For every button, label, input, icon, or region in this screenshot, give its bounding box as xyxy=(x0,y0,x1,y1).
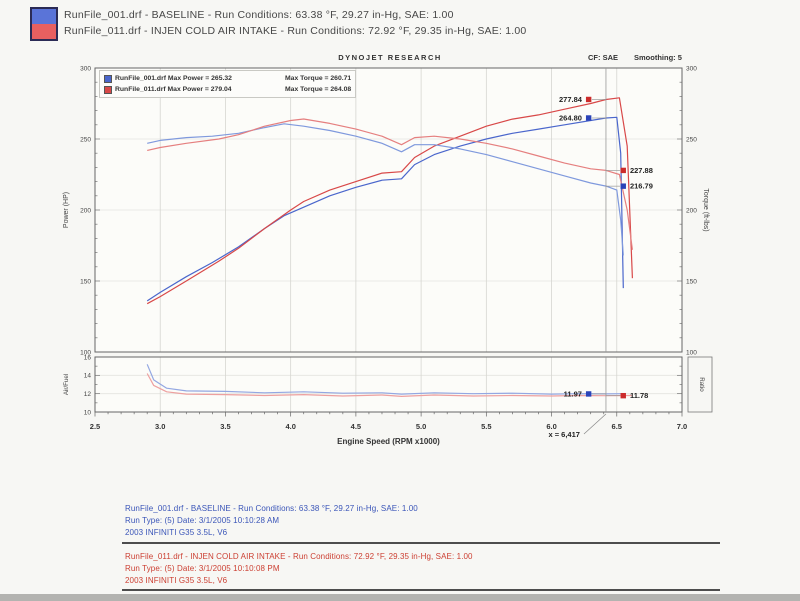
smoothing-label: Smoothing: 5 xyxy=(634,53,682,62)
svg-text:250: 250 xyxy=(80,136,91,143)
injen_power xyxy=(146,97,633,305)
ratio-axis-label: Ratio xyxy=(698,377,705,392)
svg-text:10: 10 xyxy=(84,409,92,416)
svg-text:200: 200 xyxy=(686,207,697,214)
power-torque-curves xyxy=(146,97,633,305)
baseline_afr xyxy=(146,364,624,395)
divider-rule-1 xyxy=(122,542,720,544)
svg-text:4.0: 4.0 xyxy=(285,422,295,431)
svg-text:227.88: 227.88 xyxy=(630,166,653,175)
baseline-color-swatch xyxy=(32,9,56,24)
svg-text:3.0: 3.0 xyxy=(155,422,165,431)
injen_torque xyxy=(147,118,633,250)
cursor-rpm-label: x = 6,417 xyxy=(548,430,580,439)
injen-color-swatch xyxy=(32,24,56,39)
baseline_power xyxy=(146,116,624,302)
svg-text:6.5: 6.5 xyxy=(612,422,622,431)
svg-text:14: 14 xyxy=(84,373,92,380)
svg-text:12: 12 xyxy=(84,391,92,398)
baseline-info-line-3: 2003 INFINITI G35 3.5L, V6 xyxy=(125,528,228,537)
svg-text:11.97: 11.97 xyxy=(564,389,582,398)
baseline-series-swatch-icon xyxy=(104,74,112,83)
svg-text:7.0: 7.0 xyxy=(677,422,687,431)
afr-axis-label: Air/Fuel xyxy=(63,374,70,395)
baseline-max-torque: Max Torque = 260.71 xyxy=(285,75,352,82)
svg-text:5.0: 5.0 xyxy=(416,422,426,431)
svg-text:300: 300 xyxy=(686,65,697,72)
injen-max-power: RunFile_011.drf Max Power = 279.04 xyxy=(115,86,232,93)
cf-label: CF: SAE xyxy=(588,53,618,62)
x-axis-label: Engine Speed (RPM x1000) xyxy=(337,437,440,446)
chart-legend-row-baseline: RunFile_001.drf Max Power = 265.32 Max T… xyxy=(104,73,351,84)
run-legend-injen: RunFile_011.drf - INJEN COLD AIR INTAKE … xyxy=(64,25,527,37)
power-axis-label: Power (HP) xyxy=(63,192,70,228)
baseline-info-line-2: Run Type: (5) Date: 3/1/2005 10:10:28 AM xyxy=(125,516,280,525)
svg-text:100: 100 xyxy=(80,349,91,356)
run-color-swatch xyxy=(30,7,58,41)
svg-text:11.78: 11.78 xyxy=(630,391,648,400)
svg-text:300: 300 xyxy=(80,65,91,72)
svg-text:100: 100 xyxy=(686,349,697,356)
chart-title: DYNOJET RESEARCH xyxy=(338,53,442,62)
injen_afr xyxy=(146,373,633,397)
svg-text:4.5: 4.5 xyxy=(351,422,361,431)
svg-text:150: 150 xyxy=(686,278,697,285)
svg-text:5.5: 5.5 xyxy=(481,422,491,431)
svg-text:2.5: 2.5 xyxy=(90,422,100,431)
injen-info-line-1: RunFile_011.drf - INJEN COLD AIR INTAKE … xyxy=(125,552,473,561)
run-legend-baseline: RunFile_001.drf - BASELINE - Run Conditi… xyxy=(64,9,454,21)
correction-smoothing-labels: CF: SAE Smoothing: 5 xyxy=(588,53,682,62)
baseline_torque xyxy=(147,123,624,256)
svg-text:3.5: 3.5 xyxy=(220,422,230,431)
svg-text:16: 16 xyxy=(84,354,92,361)
svg-text:200: 200 xyxy=(80,207,91,214)
torque-axis-label: Torque (ft-lbs) xyxy=(702,188,709,231)
injen-max-torque: Max Torque = 264.08 xyxy=(285,86,352,93)
svg-text:150: 150 xyxy=(80,278,91,285)
baseline-info-line-1: RunFile_001.drf - BASELINE - Run Conditi… xyxy=(125,504,418,513)
svg-text:264.80: 264.80 xyxy=(559,113,582,122)
chart-legend: RunFile_001.drf Max Power = 265.32 Max T… xyxy=(99,70,357,98)
scan-edge-shadow xyxy=(0,594,800,601)
injen-info-line-3: 2003 INFINITI G35 3.5L, V6 xyxy=(125,576,228,585)
svg-text:277.84: 277.84 xyxy=(559,95,583,104)
injen-series-swatch-icon xyxy=(104,85,112,94)
svg-text:250: 250 xyxy=(686,136,697,143)
injen-info-line-2: Run Type: (5) Date: 3/1/2005 10:10:08 PM xyxy=(125,564,280,573)
svg-text:216.79: 216.79 xyxy=(630,182,653,191)
svg-text:6.0: 6.0 xyxy=(546,422,556,431)
afr-curves xyxy=(146,364,633,397)
divider-rule-2 xyxy=(122,589,720,591)
baseline-max-power: RunFile_001.drf Max Power = 265.32 xyxy=(115,75,232,82)
chart-legend-row-injen: RunFile_011.drf Max Power = 279.04 Max T… xyxy=(104,84,351,95)
